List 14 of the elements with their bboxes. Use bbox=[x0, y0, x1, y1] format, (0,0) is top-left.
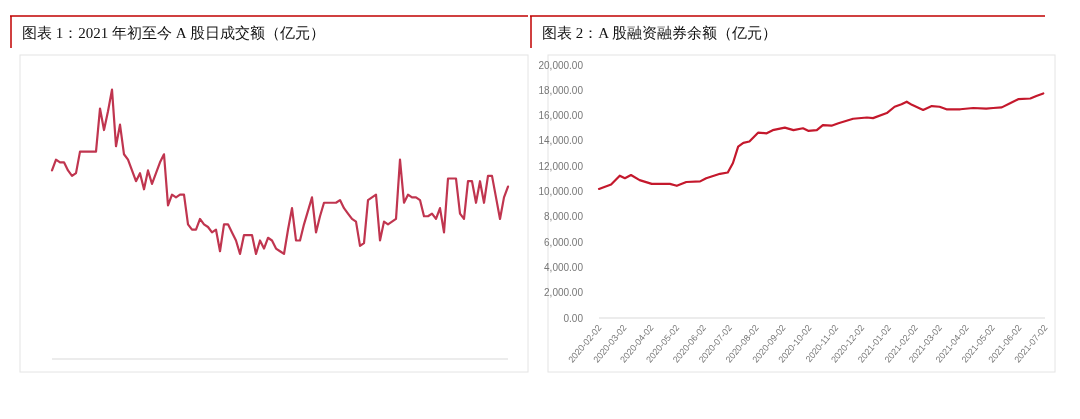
line-series bbox=[597, 92, 1045, 191]
y-tick-label: 10,000.00 bbox=[538, 186, 584, 197]
y-tick-label: 2,000.00 bbox=[544, 287, 584, 299]
y-tick-label: 0.00 bbox=[563, 312, 584, 324]
y-tick-label: 16,000.00 bbox=[538, 110, 584, 122]
y-tick-label: 20,000.00 bbox=[538, 59, 584, 71]
y-tick-label: 8,000.00 bbox=[544, 211, 584, 223]
y-tick-label: 4,000.00 bbox=[544, 261, 584, 273]
chart-title: 图表 2：A 股融资融券余额（亿元） bbox=[542, 25, 778, 41]
chart-title: 图表 1：2021 年初至今 A 股日成交额（亿元） bbox=[22, 25, 325, 41]
y-tick-label: 6,000.00 bbox=[544, 236, 584, 248]
y-tick-label: 18,000.00 bbox=[538, 84, 584, 96]
y-tick-label: 14,000.00 bbox=[538, 135, 584, 147]
y-tick-label: 12,000.00 bbox=[538, 160, 584, 172]
